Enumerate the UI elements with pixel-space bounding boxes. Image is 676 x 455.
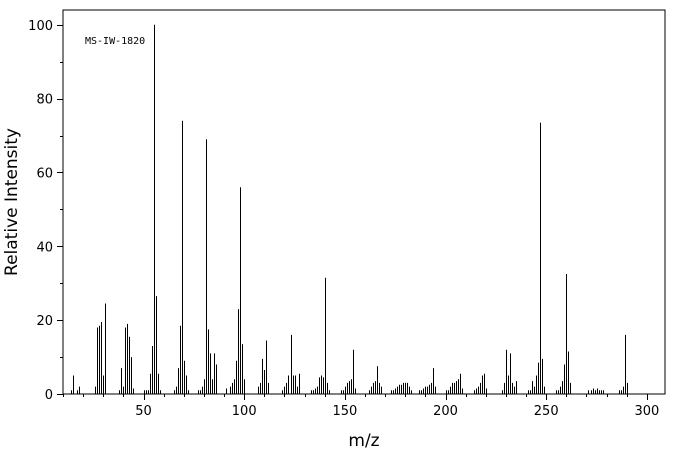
x-tick-label: 150: [332, 404, 357, 419]
y-axis: 0 20 40 60 80 100: [28, 19, 63, 403]
x-tick-label: 100: [232, 404, 257, 419]
y-tick-label: 100: [28, 19, 53, 34]
x-axis-title: m/z: [348, 431, 379, 451]
x-tick-label: 300: [634, 404, 659, 419]
y-tick-label: 0: [45, 388, 53, 403]
spectrum-id-label: MS-IW-1820: [85, 36, 145, 47]
x-tick-label: 50: [135, 404, 152, 419]
y-tick-label: 60: [36, 166, 53, 181]
x-axis: 50 100 150 200 250 300: [63, 394, 659, 419]
plot-area: [62, 9, 666, 395]
y-tick-label: 20: [36, 314, 53, 329]
y-tick-label: 40: [36, 240, 53, 255]
x-tick-label: 200: [433, 404, 458, 419]
plot-frame: [62, 9, 666, 395]
y-axis-title: Relative Intensity: [2, 128, 22, 276]
y-tick-label: 80: [36, 93, 53, 108]
x-tick-label: 250: [534, 404, 559, 419]
